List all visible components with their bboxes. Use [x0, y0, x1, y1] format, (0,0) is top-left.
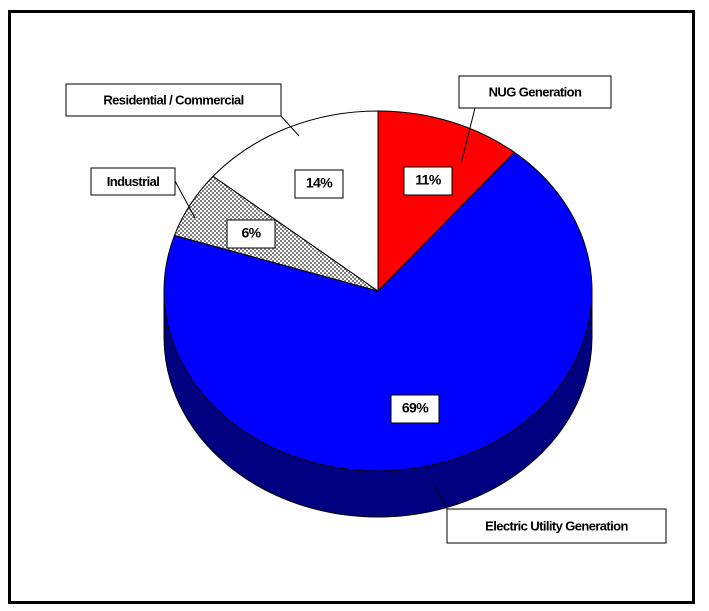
value-label-electric-utility-generation: 69% — [390, 394, 440, 424]
slice-residential-commercial — [212, 110, 379, 292]
value-label-industrial: 6% — [226, 219, 276, 249]
callout-labels: NUG Generation Electric Utility Generatio… — [65, 75, 667, 544]
value-labels: 11% 69% 6% 14% — [226, 166, 453, 424]
svg-text:6%: 6% — [241, 225, 261, 241]
leader-line-nug-generation — [460, 107, 476, 165]
svg-text:NUG Generation: NUG Generation — [489, 84, 582, 99]
slice-nug-generation — [377, 110, 516, 293]
callout-electric-utility-generation: Electric Utility Generation — [446, 508, 667, 544]
slice-electric-utility-generation — [163, 151, 593, 472]
svg-text:69%: 69% — [402, 400, 429, 416]
callout-nug-generation: NUG Generation — [458, 75, 612, 109]
callout-industrial: Industrial — [90, 167, 176, 196]
leader-line-electric-utility-generation — [433, 484, 448, 510]
pie-side-outline — [163, 291, 593, 518]
leader-line-industrial — [174, 180, 196, 219]
leader-line-residential-commercial — [280, 115, 300, 137]
value-label-residential-commercial: 14% — [294, 169, 344, 199]
svg-text:Industrial: Industrial — [107, 174, 160, 189]
leader-lines — [174, 107, 476, 510]
svg-text:11%: 11% — [415, 172, 442, 188]
callout-residential-commercial: Residential / Commercial — [65, 83, 282, 117]
svg-text:14%: 14% — [306, 175, 333, 191]
svg-text:Electric Utility Generation: Electric Utility Generation — [485, 518, 628, 533]
svg-text:Residential / Commercial: Residential / Commercial — [103, 92, 243, 107]
pie-slices — [163, 110, 593, 472]
value-label-nug-generation: 11% — [403, 166, 453, 196]
